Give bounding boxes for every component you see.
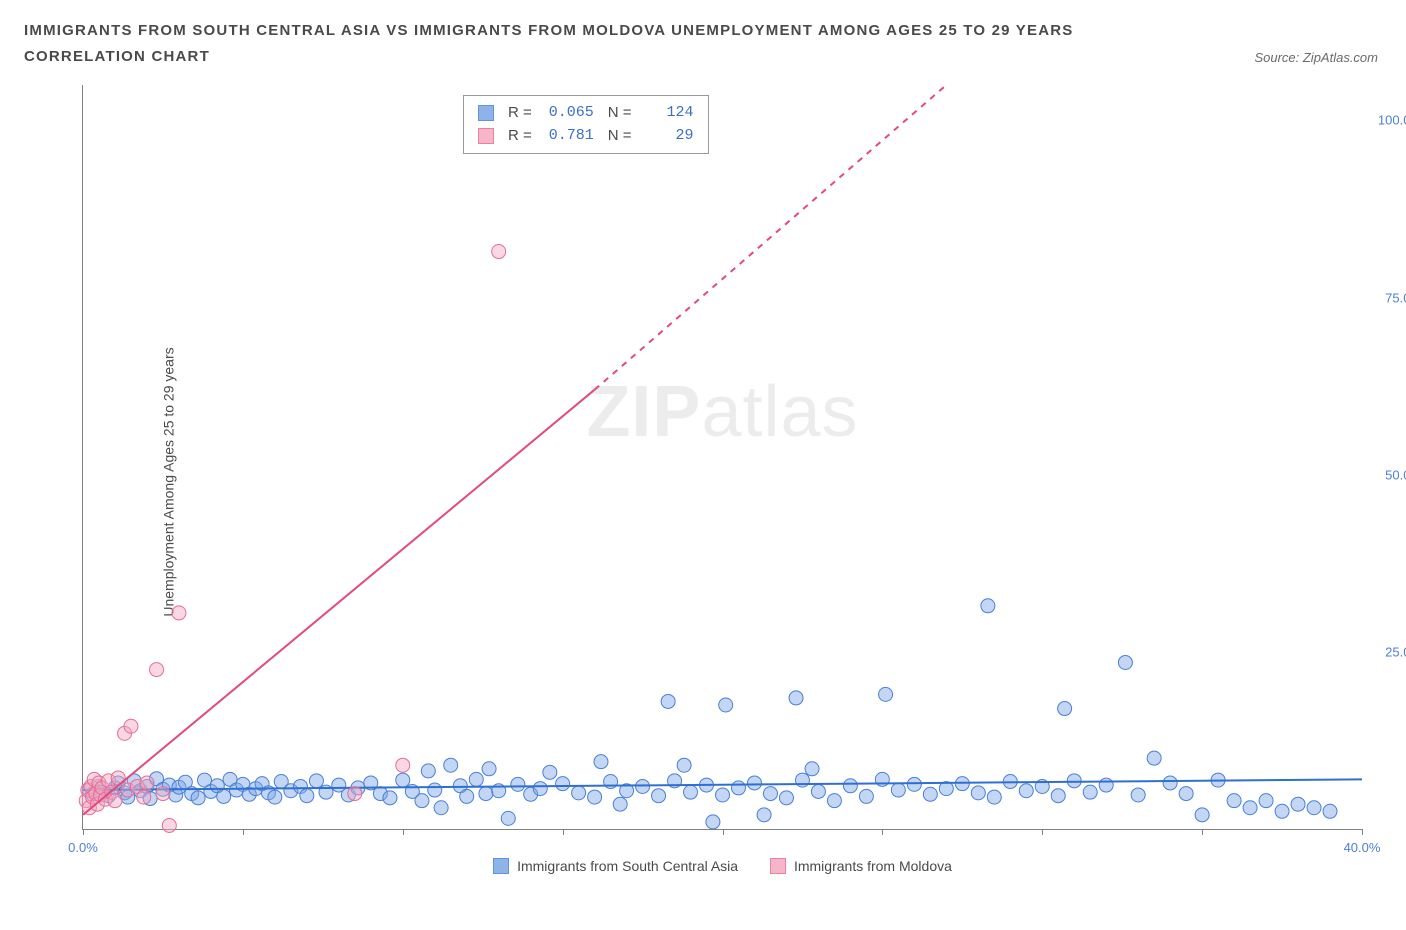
chart-title-line1: IMMIGRANTS FROM SOUTH CENTRAL ASIA VS IM…	[24, 18, 1382, 44]
legend-item-swatch-1	[770, 858, 786, 874]
plot-svg	[83, 85, 1362, 829]
legend-stats-row-0: R = 0.065 N = 124	[478, 102, 694, 125]
legend-series: Immigrants from South Central Asia Immig…	[83, 858, 1362, 877]
x-tick-label: 40.0%	[1344, 840, 1381, 855]
legend-r-label-1: R =	[508, 125, 532, 148]
plot-area: ZIPatlas R = 0.065 N = 124 R = 0.781 N =…	[82, 85, 1362, 830]
source-name: ZipAtlas.com	[1303, 50, 1378, 65]
legend-swatch-0	[478, 105, 494, 121]
legend-n-value-1: 29	[642, 125, 694, 148]
correlation-chart: Unemployment Among Ages 25 to 29 years Z…	[24, 77, 1382, 887]
y-tick-label: 25.0%	[1385, 644, 1406, 659]
y-tick-label: 100.0%	[1378, 113, 1406, 128]
legend-item-swatch-0	[493, 858, 509, 874]
legend-r-label-0: R =	[508, 102, 532, 125]
legend-r-value-1: 0.781	[542, 125, 594, 148]
source-prefix: Source:	[1254, 50, 1302, 65]
legend-stats-box: R = 0.065 N = 124 R = 0.781 N = 29	[463, 95, 709, 154]
legend-n-value-0: 124	[642, 102, 694, 125]
legend-item-label-0: Immigrants from South Central Asia	[517, 858, 738, 874]
x-tick-label: 0.0%	[68, 840, 98, 855]
legend-item-1: Immigrants from Moldova	[770, 858, 952, 874]
legend-item-label-1: Immigrants from Moldova	[794, 858, 952, 874]
y-tick-label: 50.0%	[1385, 467, 1406, 482]
legend-n-label-0: N =	[608, 102, 632, 125]
legend-swatch-1	[478, 128, 494, 144]
chart-title-block: IMMIGRANTS FROM SOUTH CENTRAL ASIA VS IM…	[24, 18, 1382, 69]
chart-title-line2: CORRELATION CHART	[24, 44, 1382, 70]
legend-r-value-0: 0.065	[542, 102, 594, 125]
legend-stats-row-1: R = 0.781 N = 29	[478, 125, 694, 148]
legend-n-label-1: N =	[608, 125, 632, 148]
y-tick-label: 75.0%	[1385, 290, 1406, 305]
legend-item-0: Immigrants from South Central Asia	[493, 858, 738, 874]
source-attribution: Source: ZipAtlas.com	[1254, 50, 1378, 65]
